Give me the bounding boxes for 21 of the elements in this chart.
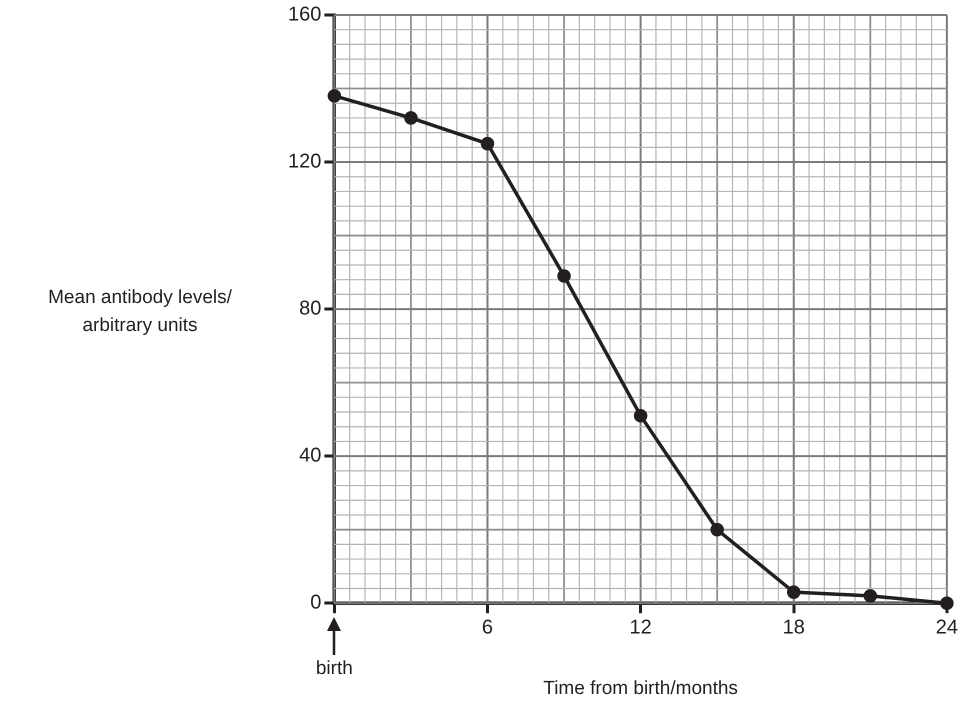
point [557,269,571,283]
point [940,596,954,610]
point [864,589,878,603]
point [634,408,648,422]
point [328,89,342,103]
text: birth [316,658,353,680]
x-tick-label: 18 [782,616,805,639]
point [787,585,800,599]
y-tick-label: 120 [288,150,322,173]
y-axis-title: Mean antibody levels/ arbitrary units [47,286,233,338]
x-axis-title: Time from birth/months [543,678,738,699]
x-tick-label: 6 [482,616,494,639]
y-tick-label: 40 [299,444,322,467]
y-tick-label: 160 [288,4,322,26]
x-tick-label: 12 [630,616,652,639]
y-tick-label: 0 [310,592,322,614]
point [404,111,418,125]
x-tick-label: 24 [936,616,958,639]
point [710,522,724,536]
y-tick-label: 80 [299,298,322,320]
point [480,136,494,150]
